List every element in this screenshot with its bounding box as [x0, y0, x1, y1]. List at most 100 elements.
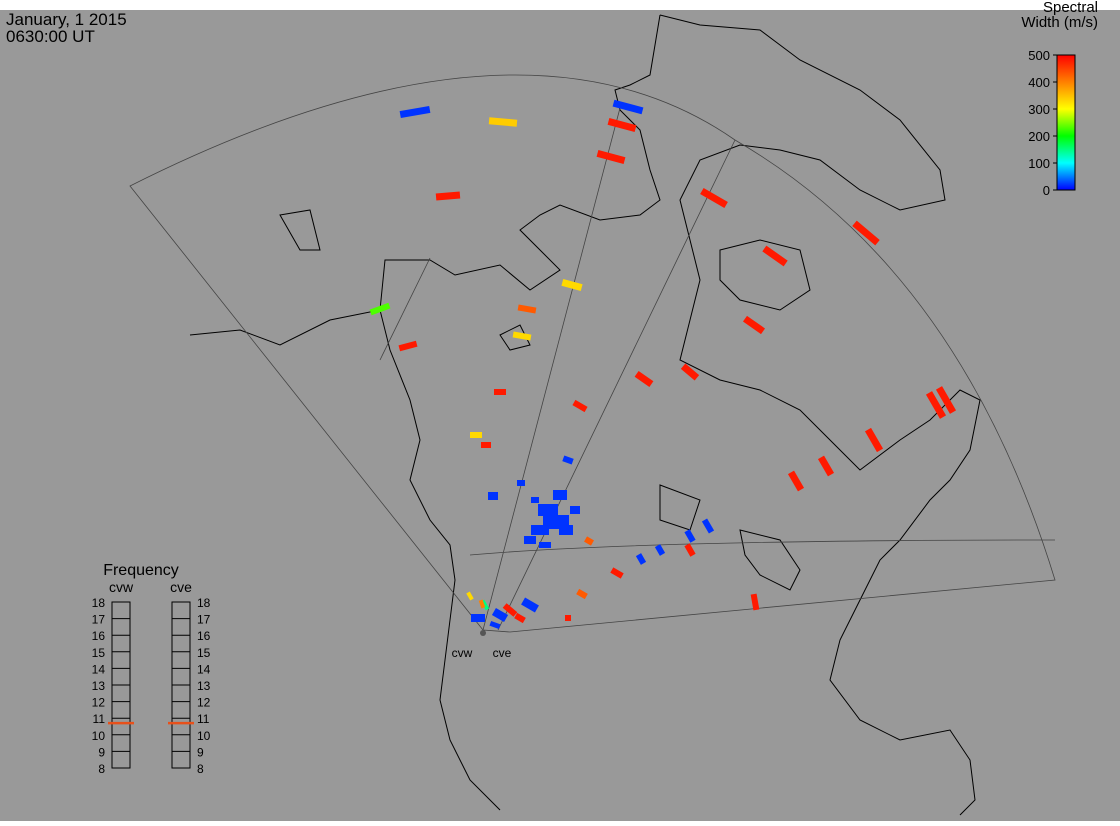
echo — [435, 191, 461, 201]
echo — [399, 105, 431, 119]
colorbar-tick-label: 400 — [1028, 75, 1050, 90]
frequency-tick-label: 9 — [98, 745, 105, 759]
frequency-tick-label: 9 — [197, 745, 204, 759]
frequency-tick-label: 13 — [92, 679, 106, 693]
frequency-tick-label: 17 — [197, 613, 211, 627]
echo — [852, 220, 880, 246]
echo — [634, 370, 654, 388]
frequency-tick-label: 14 — [92, 662, 106, 676]
echo — [531, 525, 549, 535]
echo — [654, 544, 666, 556]
echo — [684, 529, 696, 543]
echo — [466, 591, 474, 601]
colorbar-title: Width (m/s) — [1021, 14, 1098, 31]
colorbar-tick-label: 100 — [1028, 156, 1050, 171]
echo — [762, 245, 788, 267]
echo — [701, 518, 715, 534]
echo — [502, 603, 518, 617]
echo — [610, 567, 624, 579]
echo — [481, 442, 491, 448]
frequency-tick-label: 15 — [92, 646, 106, 660]
frequency-tick-label: 13 — [197, 679, 211, 693]
echoes — [369, 99, 957, 630]
echo — [559, 525, 573, 535]
echo — [553, 490, 567, 500]
echo — [488, 117, 518, 127]
date: January, 1 2015 — [6, 10, 127, 29]
echo — [531, 497, 539, 503]
fields-of-view — [129, 74, 1056, 633]
radar-name: cve — [170, 579, 192, 595]
colorbar-tick-label: 0 — [1043, 183, 1050, 198]
frequency-tick-label: 10 — [197, 729, 211, 743]
echo — [562, 455, 574, 465]
echo — [517, 304, 537, 314]
echo — [572, 399, 588, 413]
echo — [935, 386, 957, 414]
echo — [398, 340, 418, 352]
echo — [742, 315, 766, 335]
echo — [489, 620, 501, 630]
radar-name: cvw — [109, 579, 134, 595]
echo — [635, 553, 647, 565]
frequency-tick-label: 8 — [197, 762, 204, 776]
frequency-tick-label: 14 — [197, 662, 211, 676]
frequency-tick-label: 17 — [92, 613, 106, 627]
echo — [561, 279, 583, 291]
frequency-tick-label: 18 — [92, 596, 106, 610]
echo — [512, 331, 532, 341]
frequency-tick-label: 15 — [197, 646, 211, 660]
echo — [539, 542, 551, 548]
frequency-tick-label: 12 — [92, 696, 106, 710]
echo — [925, 391, 947, 419]
station-label: cve — [493, 646, 512, 660]
echo — [521, 597, 539, 613]
echo — [787, 470, 805, 492]
background — [0, 10, 1120, 821]
echo — [584, 536, 594, 546]
echo — [514, 612, 526, 624]
radar-site — [480, 630, 486, 636]
frequency-tick-label: 18 — [197, 596, 211, 610]
frequency-tick-label: 16 — [92, 629, 106, 643]
echo — [864, 427, 884, 453]
echo — [538, 504, 558, 516]
echo — [817, 455, 835, 477]
time: 0630:00 UT — [6, 27, 95, 46]
coastline — [379, 309, 501, 811]
echo — [470, 432, 482, 438]
colorbar — [1056, 54, 1076, 191]
colorbar-tick-label: 500 — [1028, 48, 1050, 63]
frequency-tick-label: 11 — [197, 712, 210, 726]
frequency-tick-label: 16 — [197, 629, 211, 643]
station-label: cvw — [452, 646, 473, 660]
echo — [607, 117, 637, 133]
echo — [684, 543, 696, 557]
echo — [570, 506, 580, 514]
echo — [369, 302, 391, 316]
coastline — [659, 14, 981, 816]
echo — [517, 480, 525, 486]
frequency-title: Frequency — [103, 562, 179, 579]
frequency-tick-label: 10 — [92, 729, 106, 743]
echo — [494, 389, 506, 395]
echo — [700, 187, 728, 209]
echo — [680, 363, 700, 381]
echo — [576, 588, 588, 600]
echo — [565, 615, 571, 621]
echo — [471, 614, 485, 622]
echo — [750, 593, 760, 611]
echo — [612, 99, 644, 115]
fov-beam — [379, 107, 1056, 631]
colorbar-tick-label: 200 — [1028, 129, 1050, 144]
echo — [596, 149, 626, 165]
colorbar-title: Spectral — [1043, 0, 1098, 16]
colorbar-tick-label: 300 — [1028, 102, 1050, 117]
frequency-tick-label: 12 — [197, 696, 211, 710]
frequency-tick-label: 11 — [93, 712, 106, 726]
echo — [488, 492, 498, 500]
echo — [491, 608, 509, 622]
echo — [524, 536, 536, 544]
echo — [478, 599, 486, 609]
